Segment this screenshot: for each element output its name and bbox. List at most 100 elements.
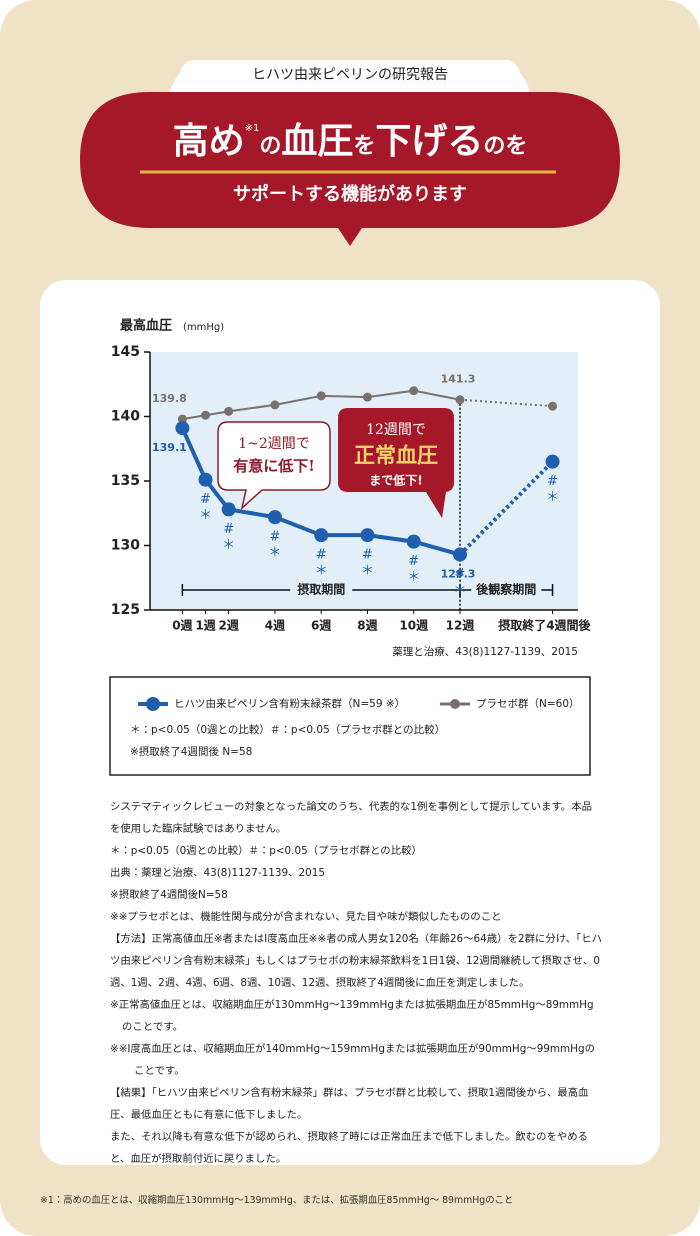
title-part: 高め bbox=[172, 120, 245, 162]
title: 高め※1の血圧を下げるのを bbox=[80, 112, 620, 164]
legend-box bbox=[109, 676, 591, 776]
point bbox=[548, 401, 558, 411]
point bbox=[362, 392, 372, 402]
period-label: 後観察期間 bbox=[475, 582, 536, 597]
significance: # bbox=[547, 474, 558, 489]
note: 【方法】正常高値血圧※者またはⅠ度高血圧※※者の成人男女120名（年齢26〜64… bbox=[110, 933, 602, 989]
y-unit: (mmHg) bbox=[183, 322, 224, 333]
significance: ＊ bbox=[222, 538, 235, 553]
note: 【結果】「ヒハツ由来ピペリン含有粉末緑茶」群は、プラセボ群と比較して、摂取1週間… bbox=[110, 1087, 589, 1121]
significance: ＊ bbox=[361, 564, 374, 579]
significance: # bbox=[362, 548, 373, 563]
significance: ＊ bbox=[546, 490, 559, 505]
note: 出典：薬理と治療、43(8)1127-1139、2015 bbox=[110, 867, 325, 879]
value-label: 139.1 bbox=[152, 441, 187, 454]
significance: ＊ bbox=[268, 546, 281, 561]
significance: ＊ bbox=[454, 583, 467, 598]
banner bbox=[80, 92, 620, 246]
x-tick-label: 8週 bbox=[357, 618, 377, 633]
legend-note: ※摂取終了4週間後 N=58 bbox=[130, 745, 252, 758]
value-label: 129.3 bbox=[441, 568, 476, 581]
significance: # bbox=[408, 554, 419, 569]
note: ＊：p<0.05（0週との比較）＃：p<0.05（プラセボ群との比較） bbox=[110, 845, 422, 857]
significance: # bbox=[200, 492, 211, 507]
point bbox=[267, 510, 282, 525]
point bbox=[545, 454, 560, 469]
series-line bbox=[458, 460, 554, 556]
note: システマティックレビューの対象となった論文のうち、代表的な1例を事例として提示し… bbox=[110, 801, 592, 835]
title-sup: ※1 bbox=[244, 123, 260, 134]
point bbox=[177, 414, 187, 424]
significance: ＊ bbox=[407, 570, 420, 585]
title-part: のを bbox=[483, 133, 528, 159]
x-tick-label: 0週 bbox=[172, 618, 192, 633]
note: ※摂取終了4週間後N=58 bbox=[110, 889, 228, 901]
x-tick-label: 2週 bbox=[218, 618, 238, 633]
point bbox=[406, 534, 421, 549]
point bbox=[175, 421, 190, 436]
notes: システマティックレビューの対象となった論文のうち、代表的な1例を事例として提示し… bbox=[110, 796, 602, 1170]
point bbox=[316, 391, 326, 401]
significance: # bbox=[223, 522, 234, 537]
footnote: ※1：高めの血圧とは、収縮期血圧130mmHg〜139mmHg、または、拡張期血… bbox=[40, 1195, 514, 1206]
y-label: 最高血圧 bbox=[120, 318, 172, 334]
subtitle: サポートする機能があります bbox=[233, 184, 467, 205]
title-part: 下げる bbox=[375, 120, 484, 162]
significance: ＊ bbox=[199, 508, 212, 523]
value-label: 139.8 bbox=[152, 392, 187, 405]
callout-box bbox=[217, 421, 331, 511]
period-bg bbox=[471, 582, 542, 598]
y-tick-label: 135 bbox=[111, 473, 140, 489]
x-tick-label: 6週 bbox=[311, 618, 331, 633]
significance: # bbox=[455, 567, 466, 582]
legend-label: ヒハツ由来ピペリン含有粉末緑茶群（N=59 ※） bbox=[174, 697, 405, 710]
y-tick-label: 145 bbox=[111, 344, 140, 360]
legend-dot bbox=[450, 699, 460, 709]
series-line bbox=[459, 398, 553, 408]
tag: ヒハツ由来ピペリンの研究報告 bbox=[180, 60, 520, 90]
point bbox=[455, 395, 465, 405]
point bbox=[360, 528, 375, 543]
value-label: 141.3 bbox=[441, 373, 476, 386]
title-part: 血圧 bbox=[281, 120, 354, 162]
legend-label: プラセボ群（N=60） bbox=[476, 697, 580, 710]
point bbox=[409, 386, 419, 396]
callout-text: 12週間で bbox=[366, 422, 426, 438]
point bbox=[221, 502, 236, 517]
point bbox=[201, 410, 211, 420]
source: 薬理と治療、43(8)1127-1139、2015 bbox=[392, 645, 578, 658]
x-tick-label: 1週 bbox=[195, 618, 215, 633]
y-tick-label: 140 bbox=[111, 409, 140, 425]
significance: ＊ bbox=[315, 564, 328, 579]
callout-text: まで低下! bbox=[369, 473, 422, 488]
period-label: 摂取期間 bbox=[297, 582, 345, 597]
callout-text: 正常血圧 bbox=[354, 443, 438, 468]
point bbox=[453, 547, 468, 562]
callout-text: 有意に低下! bbox=[233, 457, 315, 475]
x-tick-label: 4週 bbox=[265, 618, 285, 633]
point bbox=[198, 472, 213, 487]
note: ※正常高値血圧とは、収縮期血圧が130mmHg〜139mmHgまたは拡張期血圧が… bbox=[110, 999, 594, 1033]
x-tick-label: 12週 bbox=[446, 618, 475, 633]
y-tick-label: 125 bbox=[111, 602, 140, 618]
legend-note: ＊：p<0.05（0週との比較）＃：p<0.05（プラセボ群との比較） bbox=[130, 723, 445, 736]
significance: # bbox=[316, 548, 327, 563]
point bbox=[270, 400, 280, 410]
title-part: を bbox=[353, 133, 376, 159]
x-tick-label: 10週 bbox=[399, 618, 428, 633]
y-tick-label: 130 bbox=[111, 538, 140, 554]
note: ※※Ⅰ度高血圧とは、収縮期血圧が140mmHg〜159mmHgまたは拡張期血圧が… bbox=[110, 1043, 595, 1077]
legend-dot bbox=[146, 697, 160, 711]
callout-text: 1~2週間で bbox=[238, 436, 310, 452]
note: また、それ以降も有意な低下が認められ、摂取終了時には正常血圧まで低下しました。飲… bbox=[110, 1131, 589, 1165]
title-part: の bbox=[259, 133, 282, 159]
note: ※※プラセボとは、機能性関与成分が含まれない、見た目や味が類似したもののこと bbox=[110, 911, 502, 923]
x-tick-label: 摂取終了4週間後 bbox=[498, 618, 591, 633]
period-bg bbox=[290, 582, 353, 598]
point bbox=[314, 528, 329, 543]
point bbox=[224, 406, 234, 416]
significance: # bbox=[269, 530, 280, 545]
callout-box bbox=[338, 408, 454, 518]
